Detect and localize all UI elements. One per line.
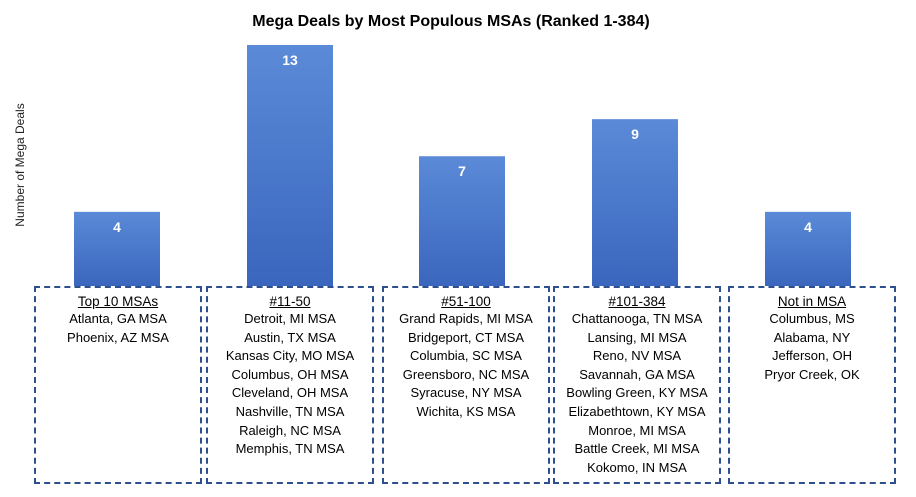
msa-list-item: Battle Creek, MI MSA — [574, 441, 700, 457]
group-title-text: Top 10 MSAs — [77, 294, 159, 309]
msa-list-item: Phoenix, AZ MSA — [67, 329, 169, 345]
bar-5 — [765, 211, 851, 286]
msa-list-item: Alabama, NY — [773, 329, 851, 345]
msa-list: Columbus, MS Alabama, NY Jefferson, OH Pryo… — [730, 310, 894, 384]
msa-list-item: Columbus, OH MSA — [231, 366, 349, 382]
msa-list-item: Jefferson, OH — [772, 348, 852, 364]
msa-list-item: Cleveland, OH MSA — [231, 385, 349, 401]
group-title: Not in MSA — [730, 294, 894, 309]
msa-list-item: Austin, TX MSA — [244, 329, 336, 345]
msa-list-item: Grand Rapids, MI MSA — [399, 311, 533, 326]
group-title-text: Not in MSA — [777, 294, 847, 309]
group-panel-2: #11-50 Detroit, MI MSA Austin, TX MSA Kansa… — [206, 286, 374, 484]
bar-3 — [419, 156, 505, 286]
bar-value-label-2: 13 — [282, 52, 298, 68]
group-title: #51-100 — [384, 294, 548, 309]
msa-list-item: Kokomo, IN MSA — [587, 459, 687, 475]
msa-group-panels: Top 10 MSAs Atlanta, GA MSA Phoenix, AZ MS… — [34, 286, 898, 484]
group-title-text: #101-384 — [608, 294, 666, 309]
msa-list-item: Columbia, SC MSA — [410, 348, 522, 364]
msa-list-item: Monroe, MI MSA — [588, 422, 686, 438]
msa-list-item: Chattanooga, TN MSA — [571, 311, 703, 326]
group-title: #101-384 — [555, 294, 719, 309]
msa-list-item: Atlanta, GA MSA — [69, 311, 167, 326]
bar-value-label-5: 4 — [804, 219, 812, 235]
group-title: Top 10 MSAs — [36, 294, 200, 309]
msa-list-item: Lansing, MI MSA — [587, 329, 687, 345]
msa-list-item: Savannah, GA MSA — [579, 366, 695, 382]
bar-4 — [592, 119, 678, 287]
bar-2 — [247, 45, 333, 286]
msa-list: Atlanta, GA MSA Phoenix, AZ MSA — [36, 310, 200, 347]
msa-list: Detroit, MI MSA Austin, TX MSA Kansas City… — [208, 310, 372, 459]
msa-list-item: Wichita, KS MSA — [416, 403, 516, 419]
msa-list-item: Pryor Creek, OK — [764, 366, 860, 382]
group-title-text: #51-100 — [441, 294, 491, 309]
msa-list-item: Greensboro, NC MSA — [402, 366, 530, 382]
msa-list-item: Syracuse, NY MSA — [410, 385, 522, 401]
msa-list-item: Raleigh, NC MSA — [239, 422, 341, 438]
bar-value-label-1: 4 — [113, 219, 121, 235]
group-panel-5: Not in MSA Columbus, MS Alabama, NY Jeffers… — [728, 286, 896, 484]
msa-list-item: Kansas City, MO MSA — [225, 348, 355, 364]
msa-list-item: Columbus, MS — [769, 311, 855, 326]
msa-list-item: Bowling Green, KY MSA — [566, 385, 708, 401]
bar-value-label-4: 9 — [631, 126, 639, 142]
msa-list-item: Elizabethtown, KY MSA — [568, 403, 706, 419]
y-axis-label: Number of Mega Deals — [13, 103, 27, 226]
msa-list: Grand Rapids, MI MSA Bridgeport, CT MSA Co… — [384, 310, 548, 422]
chart-title: Mega Deals by Most Populous MSAs (Ranked… — [252, 13, 649, 30]
msa-list-item: Nashville, TN MSA — [235, 403, 345, 419]
msa-list-item: Detroit, MI MSA — [244, 311, 336, 326]
msa-list: Chattanooga, TN MSA Lansing, MI MSA Reno, … — [555, 310, 719, 477]
group-panel-4: #101-384 Chattanooga, TN MSA Lansing, MI M… — [553, 286, 721, 484]
group-panel-3: #51-100 Grand Rapids, MI MSA Bridgeport, C… — [382, 286, 550, 484]
msa-list-item: Memphis, TN MSA — [235, 441, 345, 457]
bar-1 — [74, 211, 160, 286]
group-title: #11-50 — [208, 294, 372, 309]
bar-value-label-3: 7 — [458, 163, 466, 179]
msa-list-item: Bridgeport, CT MSA — [407, 329, 525, 345]
msa-list-item: Reno, NV MSA — [592, 348, 682, 364]
group-title-text: #11-50 — [269, 294, 311, 309]
group-panel-1: Top 10 MSAs Atlanta, GA MSA Phoenix, AZ MS… — [34, 286, 202, 484]
